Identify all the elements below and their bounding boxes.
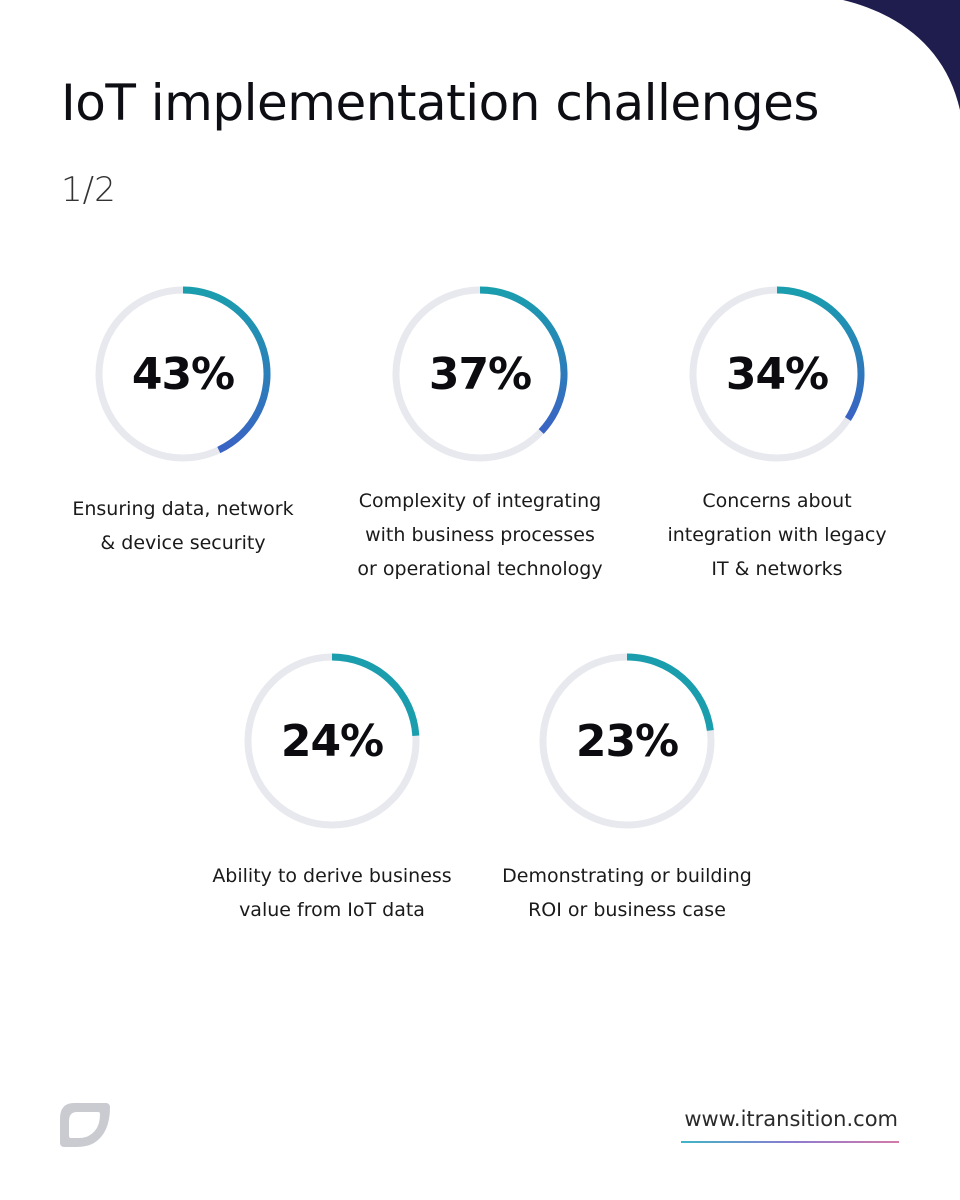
stat-caption: Demonstrating or building ROI or busines… [502, 865, 752, 921]
donut-ring: 23% [537, 651, 717, 831]
page-title: IoT implementation challenges [61, 74, 819, 132]
donut-svg [244, 653, 420, 829]
donut-ring: 34% [687, 284, 867, 464]
website-link[interactable]: www.itransition.com [684, 1107, 898, 1131]
itransition-logo-icon [60, 1103, 110, 1147]
page-indicator: 1/2 [61, 170, 116, 210]
stat-card-security: 43% Ensuring data, network & device secu… [33, 284, 333, 560]
stat-caption: Ability to derive business value from Io… [212, 865, 452, 921]
donut-svg [539, 653, 715, 829]
donut-svg [689, 286, 865, 462]
donut-arc [626, 653, 714, 731]
donut-ring: 24% [242, 651, 422, 831]
donut-arc [182, 286, 271, 454]
stat-card-roi: 23% Demonstrating or building ROI or bus… [477, 651, 777, 927]
stat-caption: Concerns about integration with legacy I… [667, 490, 887, 580]
stat-value: 23% [575, 715, 679, 767]
stat-value: 24% [280, 715, 384, 767]
stat-card-business-value: 24% Ability to derive business value fro… [182, 651, 482, 927]
stat-value: 34% [725, 348, 829, 400]
donut-arc [331, 653, 420, 736]
donut-svg [95, 286, 271, 462]
donut-svg [392, 286, 568, 462]
stat-value: 37% [428, 348, 532, 400]
donut-ring: 37% [390, 284, 570, 464]
stat-card-legacy-it: 34% Concerns about integration with lega… [627, 284, 927, 586]
stat-card-integration-processes: 37% Complexity of integrating with busin… [330, 284, 630, 586]
url-underline [681, 1141, 899, 1143]
stat-caption: Ensuring data, network & device security [72, 498, 294, 554]
donut-ring: 43% [93, 284, 273, 464]
donut-arc [479, 286, 568, 434]
stat-caption: Complexity of integrating with business … [357, 490, 603, 580]
donut-arc [776, 286, 865, 421]
stat-value: 43% [131, 348, 235, 400]
